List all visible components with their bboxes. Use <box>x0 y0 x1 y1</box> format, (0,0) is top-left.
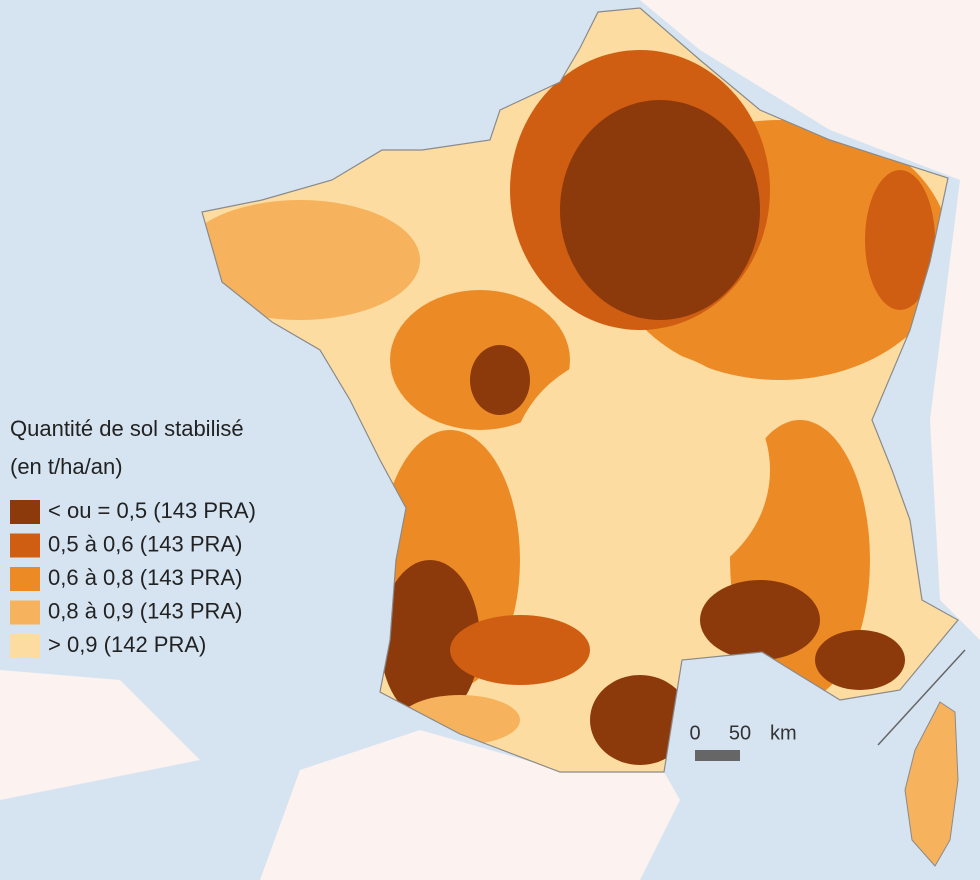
corsica <box>904 701 959 867</box>
legend-swatch <box>10 600 40 625</box>
france <box>202 8 958 772</box>
scale-unit: km <box>770 722 797 744</box>
region <box>450 615 590 685</box>
legend-subtitle: (en t/ha/an) <box>10 454 123 479</box>
scale-bar: 0 50 km <box>689 722 797 761</box>
legend-swatch <box>10 634 40 658</box>
region <box>865 170 935 310</box>
legend-label: > 0,9 (142 PRA) <box>48 632 206 657</box>
region <box>560 100 760 320</box>
spain <box>260 730 680 880</box>
region <box>815 630 905 690</box>
channel <box>0 0 560 180</box>
scale-label: 50 <box>729 722 751 744</box>
region <box>700 580 820 660</box>
legend: < ou = 0,5 (143 PRA) 0,5 à 0,6 (143 PRA) 0… <box>10 498 256 658</box>
inset-line <box>877 649 966 746</box>
land-bottom-left <box>0 670 200 800</box>
region <box>202 200 420 320</box>
region <box>590 675 690 765</box>
legend-label: 0,6 à 0,8 (143 PRA) <box>48 565 242 590</box>
region <box>510 350 770 590</box>
region <box>380 560 480 720</box>
legend-swatch <box>10 567 40 591</box>
legend-swatch <box>10 533 40 558</box>
region <box>470 345 530 415</box>
scale-bar-rect <box>695 750 740 761</box>
legend-swatch <box>10 500 40 524</box>
scale-label: 0 <box>689 722 700 744</box>
legend-title: Quantité de sol stabilisé <box>10 416 244 441</box>
legend-label: < ou = 0,5 (143 PRA) <box>48 498 256 523</box>
legend-label: 0,5 à 0,6 (143 PRA) <box>48 531 242 556</box>
neighbour-land <box>640 0 980 640</box>
legend-label: 0,8 à 0,9 (143 PRA) <box>48 598 242 623</box>
